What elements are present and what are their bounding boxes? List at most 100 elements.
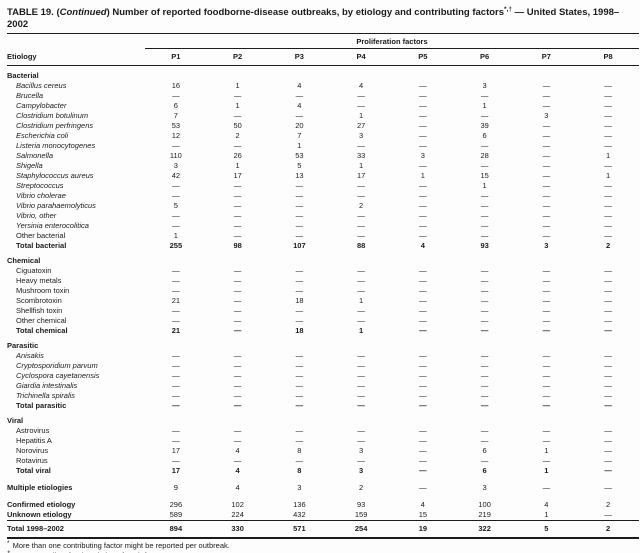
value-cell: —: [604, 81, 612, 90]
value-cell: —: [233, 426, 242, 435]
title-footnote-markers: *,†: [504, 6, 512, 13]
value-cell: 3: [482, 81, 487, 90]
table-row: Rotavirus — — — — — — — —: [7, 456, 639, 466]
value-cell: —: [419, 351, 427, 360]
table-row: Campylobacter 6 1 4 — — 1 — —: [7, 101, 639, 111]
section-row: Chemical: [7, 251, 639, 266]
value-cell: 1: [359, 161, 364, 170]
value-cell: —: [480, 306, 489, 315]
etiology-label: Scombrotoxin: [16, 296, 62, 305]
value-cell: —: [604, 191, 612, 200]
value-cell: —: [480, 316, 489, 325]
value-cell: 18: [295, 326, 304, 335]
value-cell: 3: [173, 161, 178, 170]
value-cell: 17: [356, 171, 366, 180]
etiology-label: Staphylococcus aureus: [16, 171, 94, 180]
etiology-label: Escherichia coli: [16, 131, 69, 140]
value-cell: —: [604, 181, 612, 190]
value-cell: —: [233, 211, 242, 220]
table-title: TABLE 19. (Continued) Number of reported…: [7, 6, 637, 30]
value-cell: —: [357, 316, 365, 325]
value-cell: —: [172, 91, 180, 100]
value-cell: —: [604, 211, 612, 220]
table-row: Salmonella 110 26 53 33 3 28—1: [7, 151, 639, 161]
value-cell: —: [295, 351, 304, 360]
etiology-label: Streptococcus: [16, 181, 64, 190]
value-cell: —: [233, 391, 242, 400]
etiology-label: Giardia intestinalis: [16, 381, 78, 390]
value-cell: —: [357, 276, 365, 285]
table-row: Mushroom toxin — — — — — — — —: [7, 286, 639, 296]
value-cell: 224: [231, 510, 244, 519]
table-row: Heavy metals — — — — — — — —: [7, 276, 639, 286]
value-cell: —: [233, 436, 242, 445]
value-cell: —: [542, 201, 551, 210]
etiology-label: Ciguatoxin: [16, 266, 52, 275]
value-cell: —: [480, 436, 489, 445]
table-row: Astrovirus — — — — — — — —: [7, 426, 639, 436]
value-cell: —: [295, 371, 304, 380]
value-cell: —: [295, 306, 304, 315]
value-cell: 4: [235, 466, 240, 475]
value-cell: —: [604, 426, 612, 435]
value-cell: 20: [295, 121, 304, 130]
value-cell: —: [233, 111, 242, 120]
column-header-p4: P4: [330, 48, 392, 66]
value-cell: —: [295, 211, 304, 220]
value-cell: —: [604, 466, 612, 475]
value-cell: —: [357, 191, 365, 200]
value-cell: —: [295, 361, 304, 370]
value-cell: 1: [235, 81, 240, 90]
value-cell: —: [172, 286, 180, 295]
value-cell: 93: [356, 500, 366, 509]
value-cell: —: [172, 276, 180, 285]
value-cell: —: [419, 201, 427, 210]
value-cell: 5: [515, 520, 578, 539]
value-cell: —: [172, 211, 180, 220]
etiology-label: Total chemical: [16, 326, 68, 335]
value-cell: —: [295, 276, 304, 285]
column-header-row: Etiology P1 P2 P3 P4 P5 P6 P7 P8: [7, 48, 640, 66]
value-cell: 6: [173, 101, 178, 110]
value-cell: 17: [171, 466, 181, 475]
table-row: Total 1998–2002 894 330 571 254 19 322 5 2: [7, 520, 640, 539]
section-row: Bacterial: [7, 66, 639, 82]
value-cell: —: [233, 296, 242, 305]
column-header-p1: P1: [145, 48, 207, 66]
value-cell: —: [604, 456, 612, 465]
value-cell: —: [172, 381, 180, 390]
value-cell: 8: [297, 466, 302, 475]
value-cell: —: [172, 306, 180, 315]
value-cell: —: [419, 391, 427, 400]
table-row: Vibrio cholerae — — — — — — — —: [7, 191, 639, 201]
value-cell: —: [480, 286, 489, 295]
value-cell: —: [233, 361, 242, 370]
value-cell: 88: [356, 241, 366, 250]
value-cell: —: [542, 266, 551, 275]
table-row: Anisakis — — — — — — — —: [7, 351, 639, 361]
value-cell: —: [604, 391, 612, 400]
etiology-label: Shigella: [16, 161, 43, 170]
value-cell: —: [604, 381, 612, 390]
value-cell: 16: [171, 81, 181, 90]
value-cell: 1: [544, 446, 549, 455]
value-cell: —: [542, 371, 551, 380]
value-cell: 26: [233, 151, 242, 160]
section-label: Bacterial: [7, 71, 39, 80]
value-cell: —: [295, 436, 304, 445]
value-cell: —: [480, 161, 489, 170]
etiology-label: Trichinella spiralis: [16, 391, 76, 400]
table-row: Staphylococcus aureus 42 17 13 17 1 15 — 1: [7, 171, 639, 181]
value-cell: 1: [606, 171, 611, 180]
etiology-column-header: Etiology: [7, 48, 145, 66]
value-cell: —: [295, 426, 304, 435]
value-cell: 19: [392, 520, 454, 539]
footnote-line: * More than one contributing factor migh…: [7, 540, 635, 551]
value-cell: —: [419, 101, 427, 110]
value-cell: —: [419, 276, 427, 285]
value-cell: —: [419, 131, 427, 140]
section-row: Viral: [7, 411, 639, 426]
value-cell: 15: [480, 171, 489, 180]
value-cell: —: [172, 391, 180, 400]
value-cell: —: [542, 483, 551, 492]
